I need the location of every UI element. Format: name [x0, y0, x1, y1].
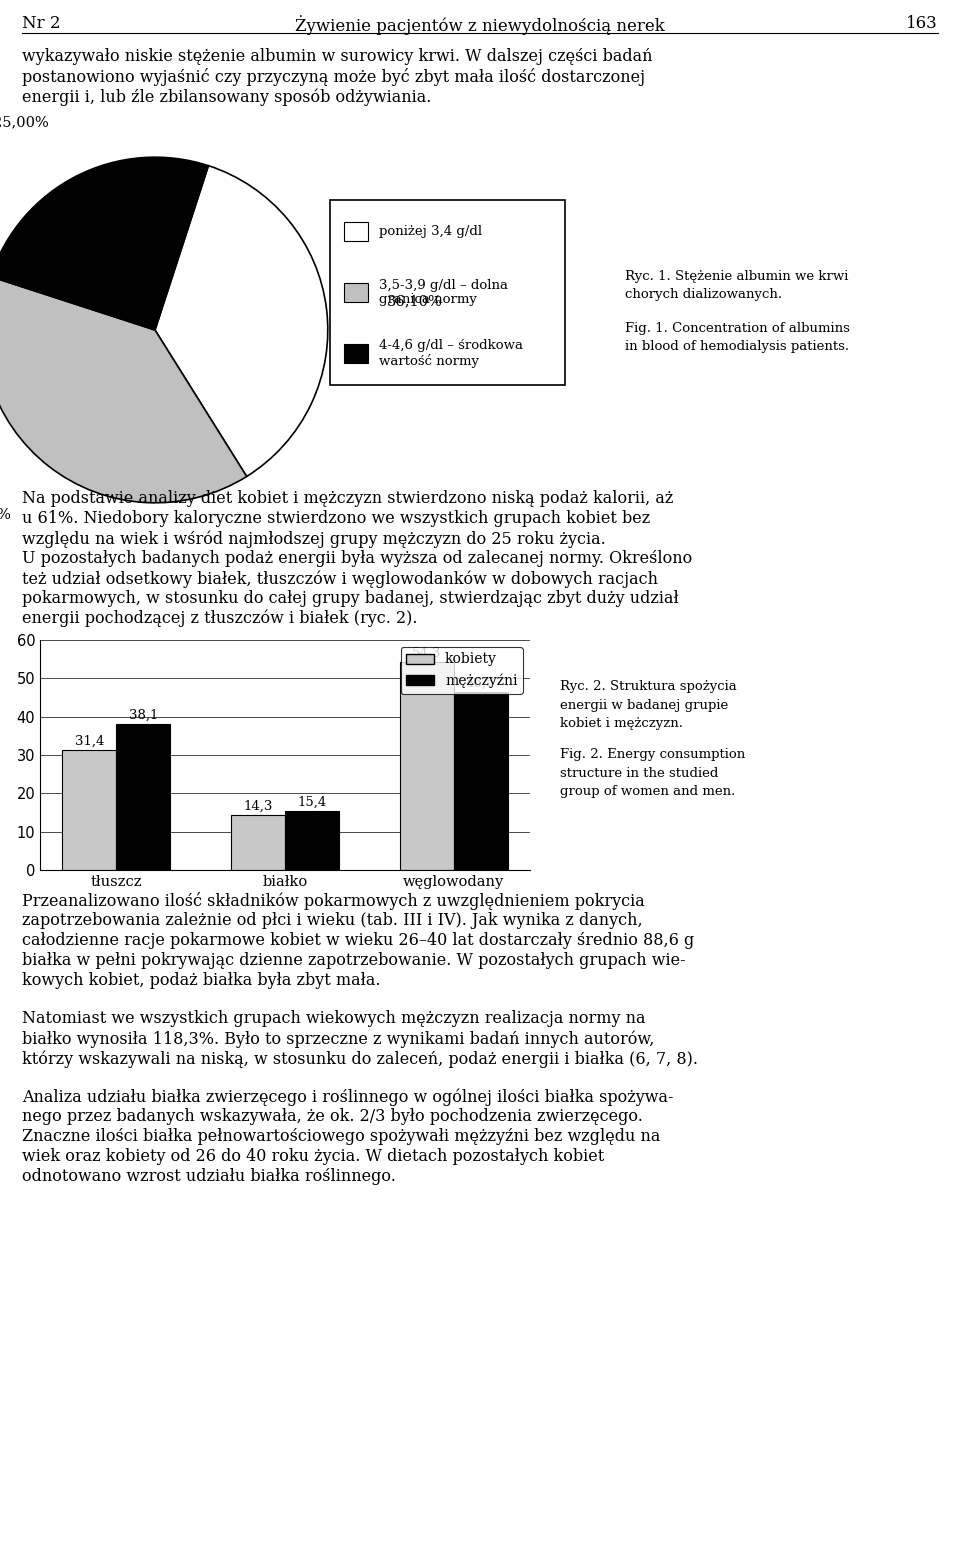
Text: u 61%. Niedobory kaloryczne stwierdzono we wszystkich grupach kobiet bez: u 61%. Niedobory kaloryczne stwierdzono …	[22, 511, 650, 528]
Bar	[116, 724, 170, 869]
Bar	[285, 811, 339, 869]
Text: Analiza udziału białka zwierzęcego i roślinnego w ogólnej ilości białka spożywa-: Analiza udziału białka zwierzęcego i roś…	[22, 1088, 674, 1106]
Text: Przeanalizowano ilość składników pokarmowych z uwzględnieniem pokrycia: Przeanalizowano ilość składników pokarmo…	[22, 893, 645, 910]
Bar	[344, 223, 368, 241]
Text: 38,90%: 38,90%	[0, 507, 12, 521]
Text: energii pochodzącej z tłuszczów i białek (ryc. 2).: energii pochodzącej z tłuszczów i białek…	[22, 610, 418, 628]
Text: białka w pełni pokrywając dzienne zapotrzebowanie. W pozostałych grupach wie-: białka w pełni pokrywając dzienne zapotr…	[22, 951, 685, 968]
Wedge shape	[0, 277, 247, 503]
Text: 15,4: 15,4	[298, 795, 326, 809]
Text: całodzienne racje pokarmowe kobiet w wieku 26–40 lat dostarczały średnio 88,6 g: całodzienne racje pokarmowe kobiet w wie…	[22, 931, 694, 948]
Text: Ryc. 2. Struktura spożycia
energii w badanej grupie
kobiet i mężczyzn.: Ryc. 2. Struktura spożycia energii w bad…	[560, 681, 736, 730]
Text: 4-4,6 g/dl – środkowa
wartość normy: 4-4,6 g/dl – środkowa wartość normy	[379, 339, 523, 368]
Text: wykazywało niskie stężenie albumin w surowicy krwi. W dalszej części badań: wykazywało niskie stężenie albumin w sur…	[22, 48, 653, 65]
Bar	[231, 815, 285, 869]
Text: Nr 2: Nr 2	[22, 15, 60, 32]
Text: Fig. 1. Concentration of albumins
in blood of hemodialysis patients.: Fig. 1. Concentration of albumins in blo…	[625, 322, 850, 353]
Text: poniżej 3,4 g/dl: poniżej 3,4 g/dl	[379, 224, 483, 238]
Text: pokarmowych, w stosunku do całej grupy badanej, stwierdzając zbyt duży udział: pokarmowych, w stosunku do całej grupy b…	[22, 589, 679, 606]
Text: U pozostałych badanych podaż energii była wyższa od zalecanej normy. Określono: U pozostałych badanych podaż energii był…	[22, 551, 692, 568]
Text: energii i, lub źle zbilansowany sposób odżywiania.: energii i, lub źle zbilansowany sposób o…	[22, 88, 431, 105]
Text: zapotrzebowania zależnie od płci i wieku (tab. III i IV). Jak wynika z danych,: zapotrzebowania zależnie od płci i wieku…	[22, 913, 642, 930]
Text: kowych kobiet, podaż białka była zbyt mała.: kowych kobiet, podaż białka była zbyt ma…	[22, 972, 380, 989]
Text: 46,5: 46,5	[466, 676, 495, 690]
Bar	[344, 345, 368, 364]
Text: 163: 163	[906, 15, 938, 32]
Text: Znaczne ilości białka pełnowartościowego spożywałi mężzyźni bez względu na: Znaczne ilości białka pełnowartościowego…	[22, 1128, 660, 1145]
Bar	[344, 283, 368, 302]
Bar	[454, 692, 508, 869]
Text: 14,3: 14,3	[243, 800, 273, 812]
Text: Ryc. 1. Stężenie albumin we krwi
chorych dializowanych.: Ryc. 1. Stężenie albumin we krwi chorych…	[625, 271, 849, 302]
Wedge shape	[0, 158, 208, 330]
Text: postanowiono wyjaśnić czy przyczyną może być zbyt mała ilość dostarczonej: postanowiono wyjaśnić czy przyczyną może…	[22, 68, 645, 87]
Wedge shape	[155, 166, 327, 476]
Text: Fig. 2. Energy consumption
structure in the studied
group of women and men.: Fig. 2. Energy consumption structure in …	[560, 749, 745, 798]
Text: 54,3: 54,3	[412, 647, 442, 659]
Text: Na podstawie analizy diet kobiet i mężczyzn stwierdzono niską podaż kalorii, aż: Na podstawie analizy diet kobiet i mężcz…	[22, 490, 673, 507]
Text: Natomiast we wszystkich grupach wiekowych mężczyzn realizacja normy na: Natomiast we wszystkich grupach wiekowyc…	[22, 1010, 645, 1027]
Text: 3,5-3,9 g/dl – dolna
granica normy: 3,5-3,9 g/dl – dolna granica normy	[379, 278, 509, 306]
Text: 38,1: 38,1	[129, 709, 158, 721]
Text: względu na wiek i wśród najmłodszej grupy mężczyzn do 25 roku życia.: względu na wiek i wśród najmłodszej grup…	[22, 531, 606, 548]
Legend: kobiety, mężczyźni: kobiety, mężczyźni	[400, 647, 523, 693]
Text: którzy wskazywali na niską, w stosunku do zaleceń, podaż energii i białka (6, 7,: którzy wskazywali na niską, w stosunku d…	[22, 1050, 698, 1067]
Text: Żywienie pacjentów z niewydolnością nerek: Żywienie pacjentów z niewydolnością nere…	[295, 15, 665, 36]
Text: wiek oraz kobiety od 26 do 40 roku życia. W dietach pozostałych kobiet: wiek oraz kobiety od 26 do 40 roku życia…	[22, 1148, 604, 1165]
Text: 36,10%: 36,10%	[387, 294, 443, 308]
Bar	[399, 662, 454, 869]
Text: białko wynosiła 118,3%. Było to sprzeczne z wynikami badań innych autorów,: białko wynosiła 118,3%. Było to sprzeczn…	[22, 1030, 655, 1047]
Bar	[62, 750, 116, 869]
Text: 25,00%: 25,00%	[0, 114, 49, 128]
Text: nego przez badanych wskazywała, że ok. 2/3 było pochodzenia zwierzęcego.: nego przez badanych wskazywała, że ok. 2…	[22, 1108, 643, 1125]
Text: odnotowano wzrost udziału białka roślinnego.: odnotowano wzrost udziału białka roślinn…	[22, 1168, 396, 1185]
Text: też udział odsetkowy białek, tłuszczów i węglowodanków w dobowych racjach: też udział odsetkowy białek, tłuszczów i…	[22, 569, 658, 588]
Text: 31,4: 31,4	[75, 735, 104, 747]
